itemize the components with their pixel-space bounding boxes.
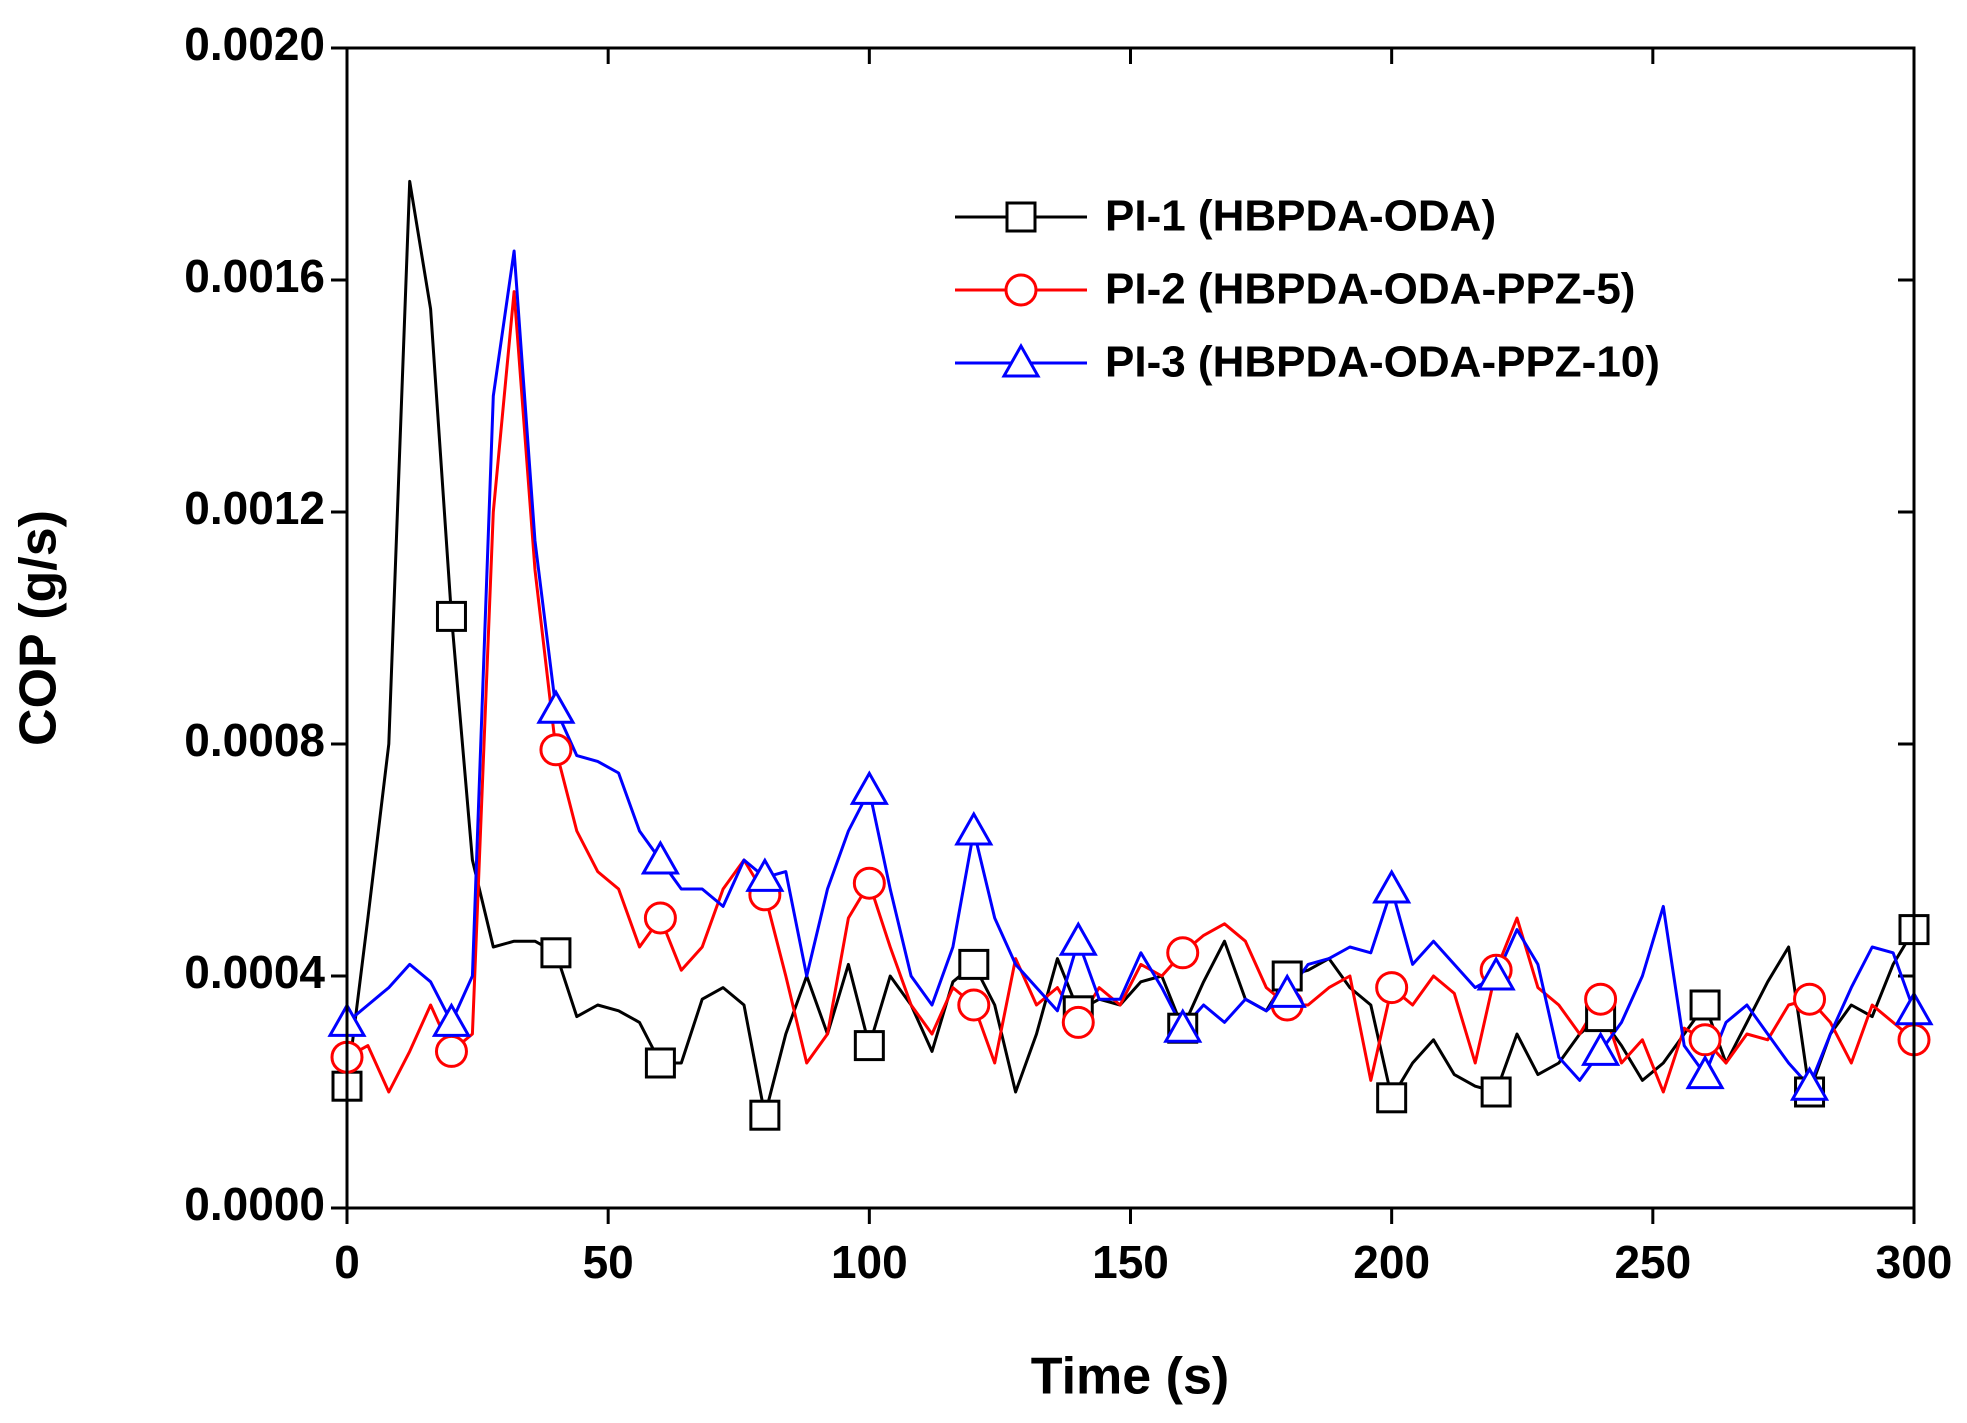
legend-label: PI-1 (HBPDA-ODA) — [1105, 192, 1496, 241]
marker — [640, 839, 680, 875]
marker — [1058, 921, 1098, 956]
marker — [1267, 973, 1307, 1008]
marker — [1480, 1076, 1512, 1108]
y-tick-label: 0.0008 — [184, 714, 325, 766]
marker — [1166, 936, 1200, 970]
legend-label: PI-2 (HBPDA-ODA-PPZ-5) — [1105, 265, 1635, 314]
marker — [431, 1002, 472, 1037]
marker — [1001, 342, 1041, 378]
y-tick-label: 0.0004 — [184, 946, 325, 998]
x-tick-label: 200 — [1353, 1236, 1430, 1288]
marker — [954, 810, 994, 846]
x-tick-label: 150 — [1092, 1236, 1169, 1288]
marker — [1584, 982, 1618, 1016]
y-tick-label: 0.0016 — [184, 250, 325, 302]
marker — [536, 689, 576, 724]
y-tick-label: 0.0020 — [184, 18, 325, 70]
marker — [539, 733, 573, 767]
series-line — [346, 290, 1915, 1094]
x-tick-label: 100 — [831, 1236, 908, 1288]
marker — [1005, 201, 1037, 233]
marker — [1476, 955, 1516, 991]
marker — [745, 857, 785, 892]
legend-label: PI-3 (HBPDA-ODA-PPZ-10) — [1105, 338, 1660, 387]
marker — [852, 866, 886, 900]
marker — [958, 948, 990, 980]
series-line — [346, 249, 1916, 1088]
y-tick-label: 0.0012 — [184, 482, 325, 534]
plot-frame — [345, 46, 1916, 1210]
marker — [540, 937, 572, 969]
marker — [643, 901, 677, 935]
marker — [1793, 982, 1827, 1016]
marker — [853, 1030, 885, 1062]
marker — [1685, 1054, 1725, 1090]
marker — [1789, 1066, 1830, 1101]
marker — [1004, 273, 1038, 307]
x-tick-label: 0 — [334, 1236, 360, 1288]
marker — [435, 600, 467, 632]
marker — [1689, 989, 1721, 1021]
marker — [1581, 1031, 1621, 1066]
marker — [957, 988, 991, 1022]
marker — [1372, 868, 1412, 904]
marker — [1375, 971, 1409, 1005]
x-axis-title: Time (s) — [1031, 1348, 1229, 1406]
marker — [434, 1034, 468, 1068]
marker — [1163, 1008, 1203, 1043]
x-tick-label: 250 — [1614, 1236, 1691, 1288]
x-tick-label: 50 — [583, 1236, 634, 1288]
marker — [749, 1099, 781, 1131]
marker — [1061, 1005, 1095, 1039]
y-axis-title: COP (g/s) — [10, 510, 68, 746]
marker — [644, 1047, 676, 1079]
marker — [1688, 1023, 1722, 1057]
y-tick-label: 0.0000 — [184, 1178, 325, 1230]
marker — [1376, 1082, 1408, 1114]
series-line — [345, 179, 1916, 1117]
x-tick-label: 300 — [1876, 1236, 1953, 1288]
marker — [849, 770, 889, 805]
